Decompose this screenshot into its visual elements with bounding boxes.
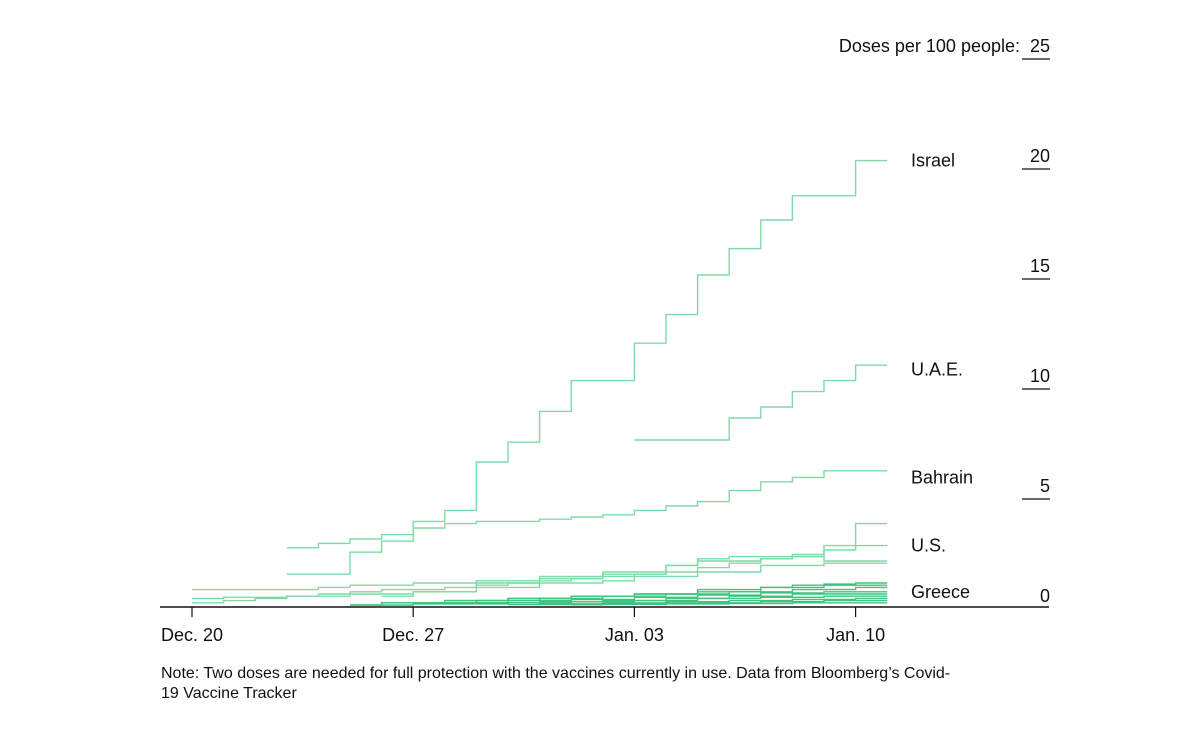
y-tick-label: 20 — [1030, 146, 1050, 166]
x-tick-label: Dec. 27 — [382, 625, 444, 645]
series-layer — [192, 159, 888, 606]
y-tick-label: 15 — [1030, 256, 1050, 276]
x-axis: Dec. 20 Dec. 27 Jan. 03 Jan. 10 — [161, 607, 885, 645]
x-tick-label: Dec. 20 — [161, 625, 223, 645]
y-tick-label: 10 — [1030, 366, 1050, 386]
series-label-bahrain: Bahrain — [911, 467, 973, 487]
x-tick-label: Jan. 10 — [826, 625, 885, 645]
series-line-14 — [539, 599, 888, 606]
series-line-bahrain — [286, 470, 888, 549]
series-line-12 — [476, 595, 888, 605]
y-axis-label: Doses per 100 people: — [839, 36, 1020, 56]
series-line-u-a-e — [634, 364, 888, 441]
series-line-6 — [192, 562, 888, 600]
series-label-u-a-e: U.A.E. — [911, 360, 963, 380]
x-tick-label: Jan. 03 — [605, 625, 664, 645]
chart-note: Note: Two doses are needed for full prot… — [161, 665, 951, 702]
series-line-israel — [286, 159, 888, 575]
y-axis: 0 5 10 15 20 25 Doses per 100 people: — [839, 36, 1050, 606]
series-line-15 — [571, 602, 888, 606]
series-label-u-s: U.S. — [911, 536, 946, 556]
series-label-greece: Greece — [911, 582, 970, 602]
series-labels: Israel U.A.E. Bahrain U.S. Greece — [911, 151, 973, 602]
y-tick-label: 5 — [1040, 476, 1050, 496]
y-tick-label: 25 — [1030, 36, 1050, 56]
series-label-israel: Israel — [911, 151, 955, 171]
y-tick-label: 0 — [1040, 586, 1050, 606]
